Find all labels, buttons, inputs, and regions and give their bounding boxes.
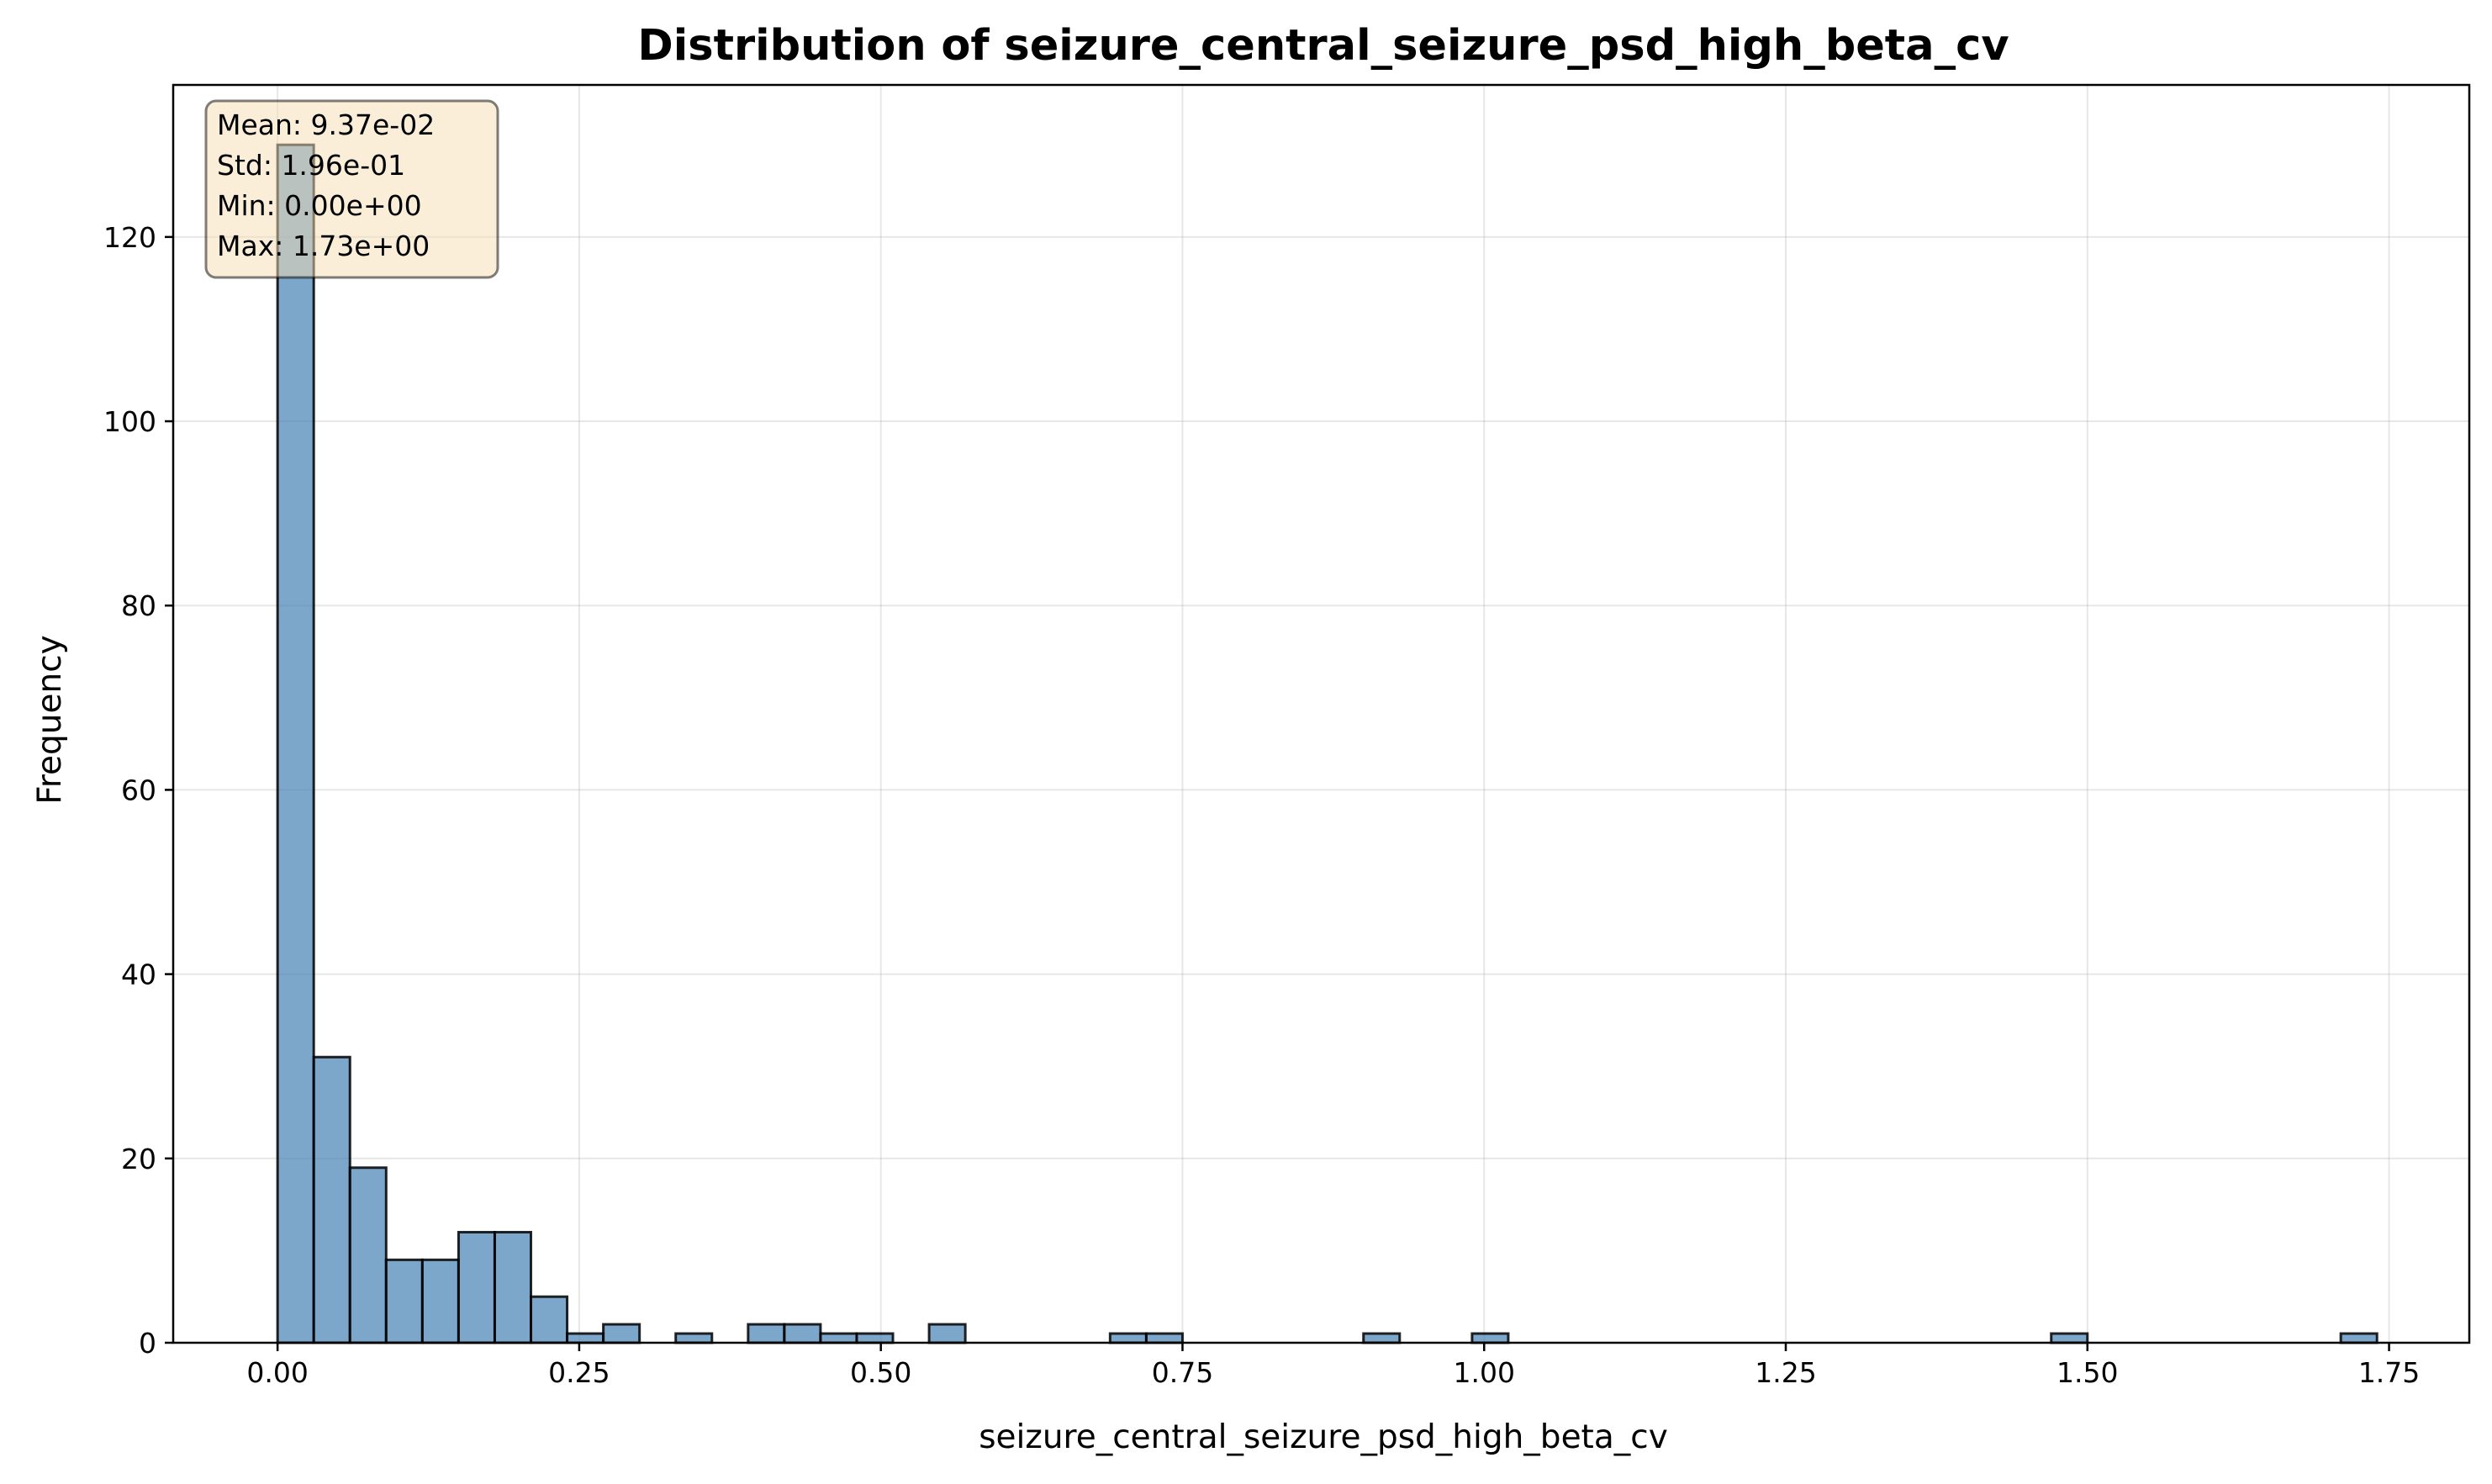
histogram-bar	[312, 1055, 351, 1344]
x-tick-label: 0.50	[850, 1356, 911, 1389]
x-axis-label: seizure_central_seizure_psd_high_beta_cv	[979, 1418, 1668, 1456]
histogram-bar	[602, 1323, 641, 1344]
x-tick-label: 0.25	[548, 1356, 610, 1389]
histogram-bar	[1144, 1332, 1184, 1344]
y-axis-label: Frequency	[31, 635, 69, 804]
x-tick-label: 1.75	[2358, 1356, 2420, 1389]
histogram-bar	[2050, 1332, 2089, 1344]
plot-area	[173, 85, 2469, 1343]
histogram-bar	[1470, 1332, 1510, 1344]
histogram-bar	[1108, 1332, 1148, 1344]
y-tick-label: 80	[121, 589, 156, 622]
histogram-bar	[783, 1323, 822, 1344]
stats-mean: Mean: 9.37e-02	[217, 108, 435, 141]
histogram-bar	[2339, 1332, 2378, 1344]
histogram-bar	[1362, 1332, 1402, 1344]
x-tick-label: 1.00	[1453, 1356, 1514, 1389]
x-tick-label: 1.50	[2056, 1356, 2118, 1389]
histogram-bar	[530, 1295, 569, 1344]
stats-box: Mean: 9.37e-02 Std: 1.96e-01 Min: 0.00e+…	[204, 99, 499, 279]
y-tick-label: 40	[121, 959, 156, 991]
histogram-bar	[457, 1230, 496, 1344]
histogram-bar	[420, 1258, 460, 1344]
histogram-bar	[493, 1230, 533, 1344]
y-tick-label: 100	[103, 405, 156, 438]
x-tick-label: 1.25	[1755, 1356, 1816, 1389]
x-tick-label: 0.00	[246, 1356, 308, 1389]
x-axis-ticks: 0.00 0.25 0.50 0.75 1.00 1.25 1.50 1.75	[246, 1343, 2420, 1389]
y-tick-label: 120	[103, 221, 156, 254]
plot-frame	[172, 83, 2471, 1344]
y-axis-ticks: 0 20 40 60 80 100 120	[103, 221, 173, 1360]
histogram-bar	[348, 1166, 388, 1344]
stats-max: Max: 1.73e+00	[217, 230, 430, 262]
y-tick-label: 0	[139, 1327, 156, 1360]
histogram-bar	[927, 1323, 967, 1344]
histogram-bar	[384, 1258, 424, 1344]
stats-box-background	[204, 99, 499, 279]
x-tick-label: 0.75	[1152, 1356, 1213, 1389]
y-tick-label: 60	[121, 774, 156, 806]
histogram-bar	[566, 1332, 605, 1344]
histogram-bar	[855, 1332, 895, 1344]
histogram-bar	[276, 143, 315, 1344]
y-tick-label: 20	[121, 1143, 156, 1175]
histogram-bar	[747, 1323, 786, 1344]
stats-min: Min: 0.00e+00	[217, 189, 422, 222]
chart-title: Distribution of seizure_central_seizure_…	[637, 21, 2009, 71]
histogram-bar	[674, 1332, 714, 1344]
stats-std: Std: 1.96e-01	[217, 149, 405, 182]
histogram-bar	[819, 1332, 858, 1344]
